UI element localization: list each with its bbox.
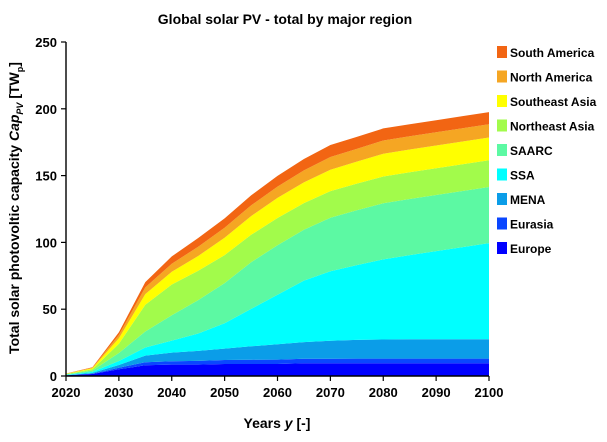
legend-label: SSA: [510, 169, 535, 183]
legend-label: MENA: [510, 193, 546, 207]
legend-label: North America: [510, 71, 593, 85]
legend-swatch-ssa: [497, 168, 507, 181]
legend-label: Europe: [510, 242, 552, 256]
area-ssa: [66, 243, 489, 376]
x-axis-label: Years y [-]: [244, 415, 311, 431]
axes-group: [61, 41, 490, 381]
legend-label: Southeast Asia: [510, 95, 597, 109]
x-tick-label: 2050: [210, 385, 239, 400]
area-europe: [66, 363, 489, 376]
legend-swatch-north-america: [497, 70, 507, 83]
x-tick-label: 2080: [369, 385, 398, 400]
area-north-america: [66, 124, 489, 374]
area-southeast-asia: [66, 137, 489, 374]
area-northeast-asia: [66, 160, 489, 375]
legend: South America North America Southeast Asia…: [497, 46, 597, 256]
area-eurasia: [66, 358, 489, 376]
x-tick-label: 2070: [316, 385, 345, 400]
area-series-group: [66, 112, 489, 376]
y-tick-label: 100: [35, 235, 57, 250]
legend-swatch-south-america: [497, 46, 507, 58]
y-tick-label: 150: [35, 169, 57, 184]
area-south-america: [66, 112, 489, 374]
x-tick-label: 2020: [52, 385, 81, 400]
tick-labels-group: 2020 2030 2040 2050 2060 2070 2080 2090 2100 0 50 1…: [35, 35, 503, 400]
legend-swatch-eurasia: [497, 217, 507, 230]
y-tick-label: 50: [43, 302, 57, 317]
y-axis-label: Total solar photovoltic capacity CapPV […: [6, 62, 25, 354]
y-tick-label: 0: [50, 369, 57, 384]
chart-title: Global solar PV - total by major region: [158, 11, 412, 27]
x-tick-label: 2090: [422, 385, 451, 400]
legend-swatch-mena: [497, 193, 507, 205]
x-tick-label: 2040: [157, 385, 186, 400]
legend-swatch-northeast-asia: [497, 119, 507, 132]
area-mena: [66, 339, 489, 376]
legend-swatch-southeast-asia: [497, 95, 507, 107]
legend-label: South America: [510, 46, 595, 60]
legend-label: SAARC: [510, 144, 553, 158]
legend-label: Northeast Asia: [510, 120, 595, 134]
legend-swatch-europe: [497, 242, 507, 254]
x-tick-label: 2060: [263, 385, 292, 400]
x-tick-label: 2100: [475, 385, 504, 400]
y-tick-label: 200: [35, 102, 57, 117]
y-tick-label: 250: [35, 35, 57, 50]
legend-swatch-saarc: [497, 144, 507, 156]
x-tick-label: 2030: [104, 385, 133, 400]
area-saarc: [66, 187, 489, 375]
legend-label: Eurasia: [510, 218, 554, 232]
